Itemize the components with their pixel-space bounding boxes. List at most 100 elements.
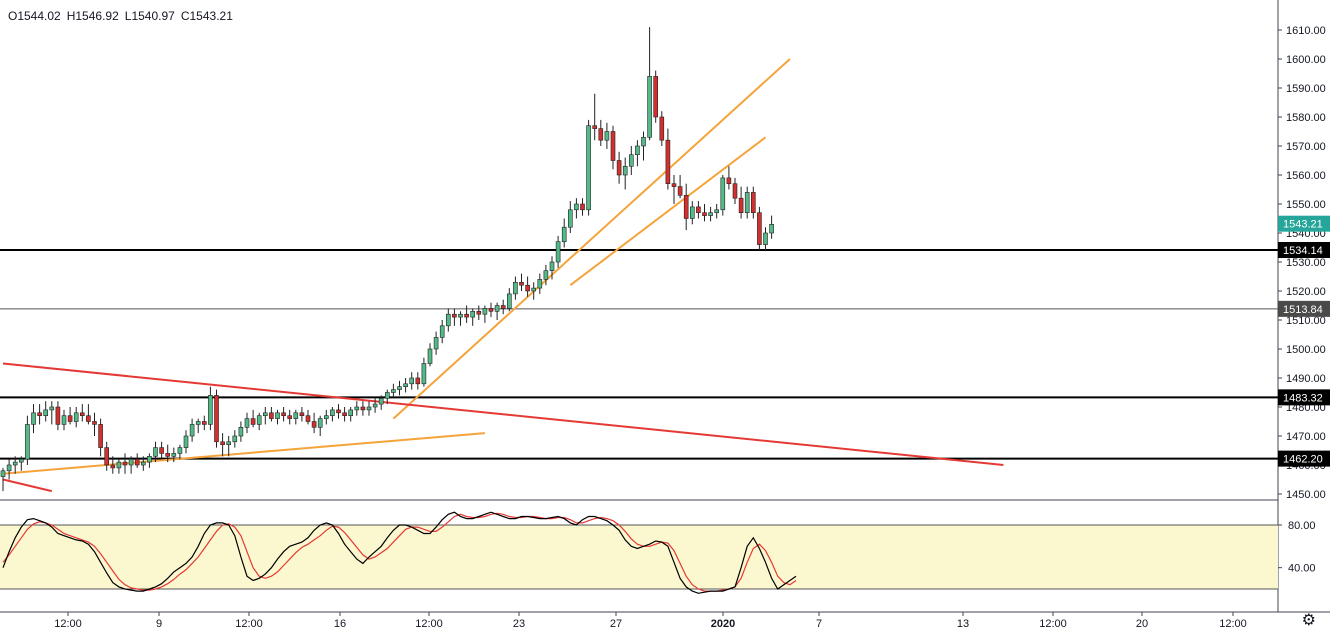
candle bbox=[134, 453, 140, 468]
x-tick-label: 7 bbox=[816, 618, 822, 630]
trendline-2 bbox=[569, 136, 767, 286]
candle-down bbox=[202, 421, 207, 425]
candle bbox=[317, 415, 323, 436]
candle bbox=[360, 401, 366, 416]
candle bbox=[513, 276, 518, 300]
candle-up bbox=[531, 287, 537, 292]
candle-down bbox=[592, 125, 598, 129]
low-value: L1540.97 bbox=[124, 9, 175, 23]
candle-up bbox=[6, 464, 12, 472]
candle-up bbox=[708, 212, 713, 216]
candle bbox=[262, 407, 268, 425]
candle-down bbox=[665, 139, 671, 184]
candle-up bbox=[262, 412, 268, 416]
candle bbox=[202, 415, 207, 431]
candle bbox=[549, 256, 555, 280]
y-tick-label: 1510.00 bbox=[1286, 315, 1326, 327]
candle bbox=[287, 409, 293, 425]
candle bbox=[555, 235, 561, 268]
candle bbox=[232, 430, 238, 448]
candle-up bbox=[744, 192, 750, 213]
candle bbox=[330, 407, 335, 422]
candle-down bbox=[122, 461, 128, 466]
y-tick-label: 1490.00 bbox=[1286, 373, 1326, 385]
candle bbox=[214, 389, 219, 448]
candle-up bbox=[714, 209, 720, 214]
candle bbox=[482, 305, 488, 323]
candle bbox=[763, 227, 768, 251]
candle bbox=[189, 418, 195, 442]
y-tick-label: 1530.00 bbox=[1286, 257, 1326, 269]
candle-up bbox=[586, 125, 591, 211]
candle-down bbox=[134, 458, 140, 466]
candle-up bbox=[372, 403, 378, 408]
candle-down bbox=[476, 310, 482, 315]
candle-down bbox=[702, 212, 707, 216]
y-tick-label: 1580.00 bbox=[1286, 112, 1326, 124]
candle bbox=[506, 288, 512, 312]
candle bbox=[80, 404, 85, 422]
candle-up bbox=[384, 392, 390, 399]
candle-up bbox=[366, 406, 372, 411]
candle bbox=[55, 401, 61, 431]
candle-down bbox=[86, 415, 91, 422]
candle-down bbox=[653, 76, 659, 118]
candle bbox=[750, 186, 756, 219]
candle-up bbox=[763, 232, 768, 245]
candle-up bbox=[232, 435, 238, 443]
candle bbox=[122, 453, 128, 474]
candle-up bbox=[628, 154, 634, 167]
candle bbox=[635, 140, 640, 167]
candle bbox=[403, 378, 408, 393]
candle bbox=[348, 407, 354, 422]
x-tick-label: 16 bbox=[334, 618, 346, 630]
candle-down bbox=[281, 412, 286, 416]
candle bbox=[409, 372, 415, 390]
candle-up bbox=[348, 409, 354, 416]
candle-down bbox=[610, 131, 616, 161]
candle-up bbox=[769, 224, 774, 234]
candle-down bbox=[738, 197, 744, 213]
candle bbox=[531, 282, 537, 300]
candle bbox=[49, 401, 55, 425]
x-tick-label: 9 bbox=[156, 618, 162, 630]
candle bbox=[220, 433, 225, 457]
candle-up bbox=[433, 337, 439, 350]
candle-down bbox=[598, 128, 604, 141]
candle bbox=[653, 70, 659, 123]
candle-up bbox=[116, 461, 122, 469]
time-axis: 12:00 9 12:00 16 12:00 23 27 2020 7 13 12:00 20 12:0… bbox=[54, 612, 1247, 630]
candle-down bbox=[214, 395, 219, 443]
candle-down bbox=[750, 192, 756, 213]
stoch-tick-label: 80.00 bbox=[1288, 520, 1316, 532]
candle bbox=[354, 401, 360, 416]
candle bbox=[153, 441, 158, 463]
candle bbox=[525, 276, 530, 297]
price-label-text: 1462.20 bbox=[1283, 454, 1323, 466]
price-label-text: 1543.21 bbox=[1283, 219, 1323, 231]
candle-up bbox=[330, 409, 335, 416]
candle bbox=[738, 186, 744, 219]
candle bbox=[299, 407, 305, 422]
candle bbox=[165, 444, 170, 463]
x-tick-label: 12:00 bbox=[415, 618, 443, 630]
candle bbox=[610, 125, 616, 170]
price-label-badge bbox=[1278, 389, 1330, 406]
candle-up bbox=[18, 458, 24, 463]
candle bbox=[696, 201, 701, 219]
price-label-text: 1534.14 bbox=[1283, 245, 1323, 257]
close-value: C1543.21 bbox=[180, 9, 233, 23]
price-label-badge bbox=[1278, 300, 1330, 317]
candle bbox=[6, 459, 12, 480]
candle bbox=[494, 302, 500, 320]
y-tick-label: 1470.00 bbox=[1286, 431, 1326, 443]
candle bbox=[372, 398, 378, 413]
candle bbox=[25, 415, 30, 465]
candle bbox=[336, 404, 341, 419]
candle-up bbox=[494, 305, 500, 312]
settings-gear-icon[interactable]: ⚙ bbox=[1301, 612, 1316, 629]
trendline-0 bbox=[2, 432, 485, 475]
candle bbox=[720, 175, 726, 216]
candle-up bbox=[128, 458, 134, 466]
